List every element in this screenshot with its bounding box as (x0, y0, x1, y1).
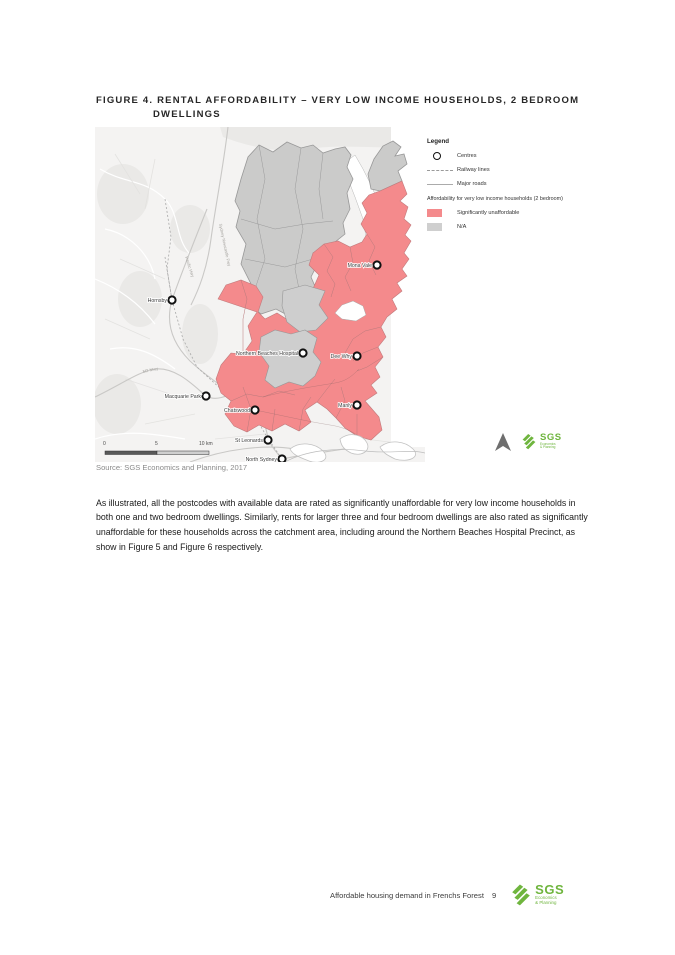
minor-roads (95, 168, 191, 440)
footer-title: Affordable housing demand in Frenchs For… (330, 891, 484, 900)
svg-text:Dee Why: Dee Why (331, 354, 353, 360)
railway-lines (164, 198, 283, 460)
sgs-logo-sub1: Economics (535, 895, 557, 900)
svg-text:10 km: 10 km (199, 441, 213, 447)
svg-text:St Leonards: St Leonards (235, 438, 263, 444)
coastline-bottom (284, 449, 425, 462)
centre-marker-macquarie-park: Macquarie Park (164, 391, 211, 401)
scale-bar: 0 5 10 km (103, 441, 213, 455)
centre-marker-dee-why: Dee Why (330, 351, 362, 361)
svg-text:5: 5 (155, 441, 158, 447)
major-road-icon (427, 183, 457, 185)
legend-subtitle: Affordability for very low income househ… (427, 196, 563, 202)
narrabeen-lagoon (334, 300, 367, 322)
map-figure: Sydney Newcastle Fwy Pacific Hwy M2 Mwy … (95, 127, 425, 462)
na-swatch (427, 223, 457, 231)
centre-marker-icon (427, 152, 457, 160)
figure-title-line2: DWELLINGS (153, 109, 221, 120)
sgs-logo-icon (512, 884, 530, 906)
map-svg: Sydney Newcastle Fwy Pacific Hwy M2 Mwy … (95, 127, 425, 462)
legend-item-centres: Centres (427, 149, 669, 163)
svg-text:Chatswood: Chatswood (224, 408, 250, 414)
minor-roads-gray (104, 153, 406, 458)
sgs-logo-footer: SGS Economics & Planning (510, 883, 564, 908)
sgs-logo-sub2: & Planning (535, 899, 557, 905)
north-arrow-icon (495, 433, 511, 451)
page-footer: Affordable housing demand in Frenchs For… (330, 883, 590, 908)
svg-text:North Sydney: North Sydney (246, 457, 278, 462)
map-legend: Legend Centres Railway lines Major roads… (427, 138, 669, 234)
centre-marker-northern-beaches-hospital: Northern Beaches Hospital (235, 348, 308, 358)
sgs-logo-icon (522, 434, 536, 450)
svg-text:Northern Beaches Hospital: Northern Beaches Hospital (236, 351, 298, 357)
map-credit: SGS Economics & Planning (495, 433, 562, 451)
railway-line-icon (427, 169, 457, 171)
svg-text:0: 0 (103, 441, 106, 447)
figure-title-line1: FIGURE 4. RENTAL AFFORDABILITY – VERY LO… (96, 95, 580, 106)
centre-marker-manly: Manly (337, 400, 362, 410)
body-paragraph: As illustrated, all the postcodes with a… (96, 497, 588, 552)
legend-item-railway: Railway lines (427, 163, 669, 177)
sgs-logo-sub1: Economics (540, 441, 556, 446)
centre-marker-mona-vale: Mona Vale (347, 260, 382, 270)
svg-text:Macquarie Park: Macquarie Park (165, 394, 202, 400)
sgs-logo-name: SGS (535, 882, 565, 897)
footer-page-number: 9 (491, 891, 497, 900)
svg-text:Mona Vale: Mona Vale (348, 263, 373, 269)
sgs-logo-name: SGS (540, 432, 562, 443)
svg-text:Hornsby: Hornsby (148, 298, 168, 304)
unaffordable-swatch (427, 209, 457, 217)
centre-marker-chatswood: Chatswood (223, 405, 260, 415)
legend-title: Legend (427, 138, 450, 145)
na-internal-boundaries (240, 144, 334, 300)
legend-class-na: N/A (427, 220, 669, 234)
centre-marker-north-sydney: North Sydney (245, 454, 287, 462)
sgs-logo-sub2: & Planning (540, 444, 556, 449)
sgs-logo-map: SGS Economics & Planning (521, 433, 562, 451)
centre-markers: Hornsby Mona Vale Northern Beaches Hospi… (147, 260, 382, 462)
na-region-oxford-falls (281, 284, 329, 333)
figure-source: Source: SGS Economics and Planning, 2017 (96, 463, 248, 472)
road-label-pacific: Pacific Hwy (184, 256, 196, 279)
legend-class-unaffordable: Significantly unaffordable (427, 206, 669, 220)
centre-marker-st-leonards: St Leonards (234, 435, 273, 445)
roads-over-regions (254, 368, 360, 436)
unaffordable-region (215, 180, 412, 441)
centre-marker-hornsby: Hornsby (147, 295, 177, 305)
figure-title: FIGURE 4. RENTAL AFFORDABILITY – VERY LO… (96, 94, 596, 122)
bushland-patches (95, 127, 425, 434)
legend-item-roads: Major roads (427, 177, 669, 191)
unaffordable-internal-boundaries (230, 233, 384, 436)
road-label-m2: M2 Mwy (142, 366, 159, 374)
na-region-frenchs-forest (258, 329, 322, 389)
svg-text:Manly: Manly (338, 403, 352, 409)
